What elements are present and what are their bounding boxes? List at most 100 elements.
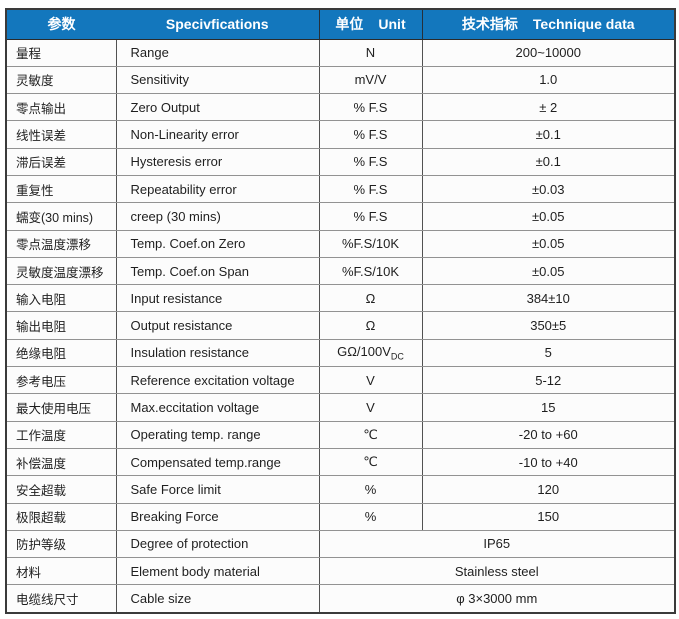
table-row: 电缆线尺寸 Cable size φ 3×3000 mm	[5, 584, 676, 614]
param-cell: 工作温度	[5, 420, 117, 449]
table-body: 量程 Range N 200~10000 灵敏度 Sensitivity mV/…	[5, 38, 676, 614]
param-cell: 材料	[5, 557, 117, 586]
spec-cell: Repeatability error	[115, 174, 320, 204]
param-cell: 输出电阻	[5, 311, 117, 340]
unit-cell: ℃	[318, 420, 423, 449]
table-row: 重复性 Repeatability error % F.S ±0.03	[5, 174, 676, 204]
value-cell: 350±5	[421, 311, 676, 340]
value-cell: φ 3×3000 mm	[318, 584, 676, 614]
unit-cell: mV/V	[318, 65, 423, 95]
value-cell: ±0.1	[421, 147, 676, 176]
header-param-label: 参数	[47, 16, 76, 33]
spec-cell: Range	[115, 38, 320, 67]
unit-cell: % F.S	[318, 120, 423, 149]
spec-cell: Input resistance	[115, 284, 320, 313]
specifications-table: 参数 Specivfications 单位 Unit 技术指标 Technique …	[5, 8, 676, 614]
value-cell: 384±10	[421, 284, 676, 313]
spec-cell: Temp. Coef.on Zero	[115, 229, 320, 258]
header-specifications-label: Specivfications	[165, 16, 269, 33]
table-row: 蠕变(30 mins) creep (30 mins) % F.S ±0.05	[5, 202, 676, 231]
param-cell: 补偿温度	[5, 447, 117, 477]
param-cell: 零点输出	[5, 93, 117, 122]
unit-cell: % F.S	[318, 147, 423, 176]
param-cell: 灵敏度	[5, 65, 117, 95]
value-cell: ±0.05	[421, 229, 676, 258]
value-cell: ±0.03	[421, 174, 676, 204]
param-cell: 滞后误差	[5, 147, 117, 176]
value-cell: 120	[421, 475, 676, 504]
unit-cell: ℃	[318, 447, 423, 477]
value-cell: 5-12	[421, 366, 676, 395]
table-row: 灵敏度 Sensitivity mV/V 1.0	[5, 65, 676, 95]
spec-cell: Hysteresis error	[115, 147, 320, 176]
unit-cell: Ω	[318, 284, 423, 313]
table-row: 安全超载 Safe Force limit % 120	[5, 475, 676, 504]
spec-cell: Cable size	[115, 584, 320, 614]
value-cell: ±0.05	[421, 202, 676, 231]
value-cell: -20 to +60	[421, 420, 676, 449]
spec-cell: Safe Force limit	[115, 475, 320, 504]
value-cell: ± 2	[421, 93, 676, 122]
table-row: 极限超载 Breaking Force % 150	[5, 502, 676, 531]
param-cell: 安全超载	[5, 475, 117, 504]
spec-cell: Reference excitation voltage	[115, 366, 320, 395]
spec-cell: Non-Linearity error	[115, 120, 320, 149]
param-cell: 电缆线尺寸	[5, 584, 117, 614]
param-cell: 重复性	[5, 174, 117, 204]
spec-cell: Compensated temp.range	[115, 447, 320, 477]
table-row: 零点温度漂移 Temp. Coef.on Zero %F.S/10K ±0.05	[5, 229, 676, 258]
header-unit-label-en: Unit	[378, 16, 406, 33]
unit-cell: % F.S	[318, 202, 423, 231]
header-technique-data-label-cn: 技术指标	[461, 16, 518, 33]
spec-cell: creep (30 mins)	[115, 202, 320, 231]
table-header-row: 参数 Specivfications 单位 Unit 技术指标 Technique …	[5, 8, 676, 40]
table-row: 材料 Element body material Stainless steel	[5, 557, 676, 586]
value-cell: 1.0	[421, 65, 676, 95]
value-cell: IP65	[318, 529, 676, 559]
table-row: 参考电压 Reference excitation voltage V 5-12	[5, 366, 676, 395]
header-technique-data-label-en: Technique data	[532, 16, 635, 33]
table-row: 零点输出 Zero Output % F.S ± 2	[5, 93, 676, 122]
param-cell: 量程	[5, 38, 117, 67]
table-row: 防护等级 Degree of protection IP65	[5, 529, 676, 559]
param-cell: 最大使用电压	[5, 393, 117, 422]
unit-cell: V	[318, 393, 423, 422]
unit-subscript: DC	[390, 351, 404, 362]
unit-cell: GΩ/100VDC	[318, 338, 423, 368]
spec-cell: Degree of protection	[115, 529, 320, 559]
param-cell: 灵敏度温度漂移	[5, 256, 117, 286]
value-cell: -10 to +40	[421, 447, 676, 477]
table-row: 输入电阻 Input resistance Ω 384±10	[5, 284, 676, 313]
unit-cell: Ω	[318, 311, 423, 340]
param-cell: 极限超载	[5, 502, 117, 531]
header-param: 参数	[5, 8, 116, 40]
spec-cell: Output resistance	[115, 311, 320, 340]
header-technique-data: 技术指标 Technique data	[421, 8, 676, 40]
value-cell: 200~10000	[421, 38, 676, 67]
unit-cell: % F.S	[318, 93, 423, 122]
spec-cell: Zero Output	[115, 93, 320, 122]
param-cell: 零点温度漂移	[5, 229, 117, 258]
value-cell: 5	[421, 338, 676, 368]
param-cell: 参考电压	[5, 366, 117, 395]
value-cell: Stainless steel	[318, 557, 676, 586]
table-row: 补偿温度 Compensated temp.range ℃ -10 to +40	[5, 447, 676, 477]
unit-cell: N	[318, 38, 423, 67]
table-row: 量程 Range N 200~10000	[5, 38, 676, 67]
value-cell: ±0.05	[421, 256, 676, 286]
param-cell: 蠕变(30 mins)	[5, 202, 117, 231]
value-cell: ±0.1	[421, 120, 676, 149]
value-cell: 15	[421, 393, 676, 422]
unit-cell: V	[318, 366, 423, 395]
param-cell: 防护等级	[5, 529, 117, 559]
param-cell: 输入电阻	[5, 284, 117, 313]
table-row: 工作温度 Operating temp. range ℃ -20 to +60	[5, 420, 676, 449]
spec-cell: Temp. Coef.on Span	[115, 256, 320, 286]
unit-cell: % F.S	[318, 174, 423, 204]
param-cell: 线性误差	[5, 120, 117, 149]
unit-cell: %F.S/10K	[318, 256, 423, 286]
table-row: 绝缘电阻 Insulation resistance GΩ/100VDC 5	[5, 338, 676, 368]
table-row: 滞后误差 Hysteresis error % F.S ±0.1	[5, 147, 676, 176]
spec-cell: Breaking Force	[115, 502, 320, 531]
